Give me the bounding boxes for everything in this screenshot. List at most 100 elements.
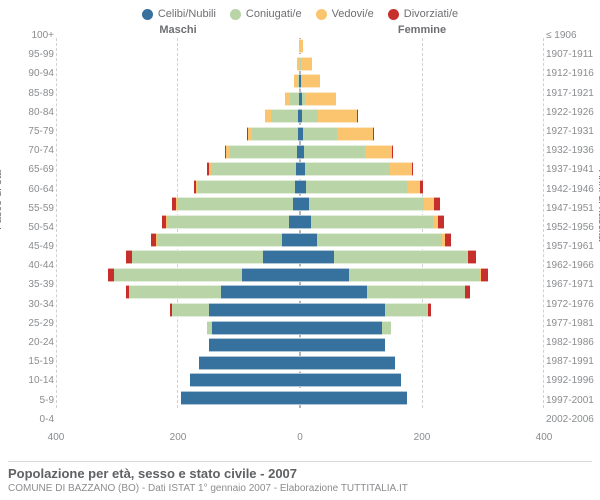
male-bar [56,391,300,405]
x-tick: 400 [48,432,65,443]
pyramid-row [56,108,544,124]
bar-segment [172,303,209,317]
bar-segment [212,321,300,335]
bar-segment [424,197,433,211]
birth-tick: 1952-1956 [546,220,598,236]
male-bar [56,127,300,141]
age-tick: 70-74 [2,143,54,159]
female-bar [300,74,544,88]
bar-segment [317,233,442,247]
header-female: Femmine [300,24,544,36]
birth-tick: 1927-1931 [546,124,598,140]
pyramid-row [56,302,544,318]
birth-tick: 1987-1991 [546,354,598,370]
bar-segment [434,197,440,211]
legend-item: Coniugati/e [230,8,302,20]
birth-tick: ≤ 1906 [546,28,598,44]
female-bar [300,233,544,247]
bar-segment [300,197,309,211]
age-tick: 45-49 [2,239,54,255]
axis-title-age: Fasce di età [0,170,4,230]
age-tick: 25-29 [2,316,54,332]
pyramid-row [56,249,544,265]
bar-segment [167,215,289,229]
bar-segment [302,74,320,88]
legend: Celibi/NubiliConiugati/eVedovi/eDivorzia… [0,0,600,24]
bar-segment [309,197,425,211]
bar-segment [392,145,393,159]
age-tick: 15-19 [2,354,54,370]
male-bar [56,303,300,317]
legend-label: Celibi/Nubili [158,8,216,20]
female-bar [300,39,544,53]
male-bar [56,145,300,159]
bar-segment [300,321,382,335]
female-bar [300,391,544,405]
bar-segment [263,250,300,264]
age-tick: 40-44 [2,258,54,274]
pyramid-row [56,73,544,89]
male-bar [56,74,300,88]
female-bar [300,145,544,159]
male-bar [56,197,300,211]
birth-tick: 1982-1986 [546,335,598,351]
male-bar [56,39,300,53]
bar-segment [334,250,467,264]
female-bar [300,250,544,264]
bar-segment [300,268,349,282]
chart-area [56,38,544,426]
pyramid-row [56,56,544,72]
bar-segment [177,197,293,211]
female-bar [300,57,544,71]
bar-segment [468,250,475,264]
female-bar [300,180,544,194]
birth-tick: 1917-1921 [546,86,598,102]
age-tick: 55-59 [2,201,54,217]
bar-segment [357,109,358,123]
male-bar [56,356,300,370]
age-tick: 10-14 [2,373,54,389]
male-bar [56,268,300,282]
bar-segment [465,285,470,299]
male-bar [56,215,300,229]
age-tick: 60-64 [2,182,54,198]
pyramid-row [56,232,544,248]
bar-segment [209,338,301,352]
birth-tick: 1992-1996 [546,373,598,389]
bar-segment [300,285,367,299]
bar-segment [211,162,296,176]
birth-tick: 1957-1961 [546,239,598,255]
female-bar [300,356,544,370]
birth-year-axis-labels: ≤ 19061907-19111912-19161917-19211922-19… [546,28,598,428]
pyramid-row [56,38,544,54]
female-bar [300,215,544,229]
bar-segment [300,391,407,405]
bar-segment [300,233,317,247]
age-tick: 20-24 [2,335,54,351]
legend-item: Divorziati/e [388,8,458,20]
column-headers: Maschi Femmine [0,24,600,38]
bar-segment [302,109,317,123]
bar-segment [407,180,420,194]
bar-segment [300,303,385,317]
birth-tick: 2002-2006 [546,412,598,428]
bar-segment [300,356,395,370]
birth-tick: 1922-1926 [546,105,598,121]
legend-swatch [316,9,327,20]
bar-segment [304,145,365,159]
pyramid-plot [56,38,544,406]
bar-segment [242,268,300,282]
age-tick: 90-94 [2,66,54,82]
bar-segment [221,285,300,299]
pyramid-row [56,355,544,371]
age-tick: 100+ [2,28,54,44]
x-tick: 200 [170,432,187,443]
age-tick: 65-69 [2,162,54,178]
bar-segment [209,303,301,317]
x-tick: 200 [414,432,431,443]
bar-segment [385,303,428,317]
bar-segment [306,180,407,194]
birth-tick: 1912-1916 [546,66,598,82]
bar-segment [198,180,296,194]
bar-segment [290,92,299,106]
